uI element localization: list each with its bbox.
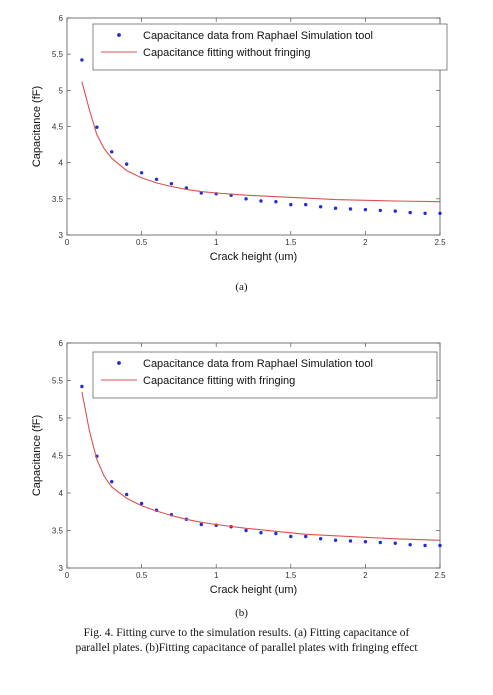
legend-box xyxy=(92,23,448,71)
x-tick-label: 2.5 xyxy=(434,238,446,247)
data-point xyxy=(333,538,338,542)
x-tick-label: 0.5 xyxy=(136,238,148,247)
data-point xyxy=(423,543,427,548)
subfigure-label: (b) xyxy=(235,607,248,619)
data-point xyxy=(318,537,323,541)
x-tick-label: 2 xyxy=(363,571,368,580)
y-tick-label: 5.5 xyxy=(52,377,64,386)
data-point xyxy=(124,162,129,166)
data-point xyxy=(333,206,338,210)
data-point xyxy=(124,492,129,497)
data-point xyxy=(393,541,397,545)
y-tick-label: 4.5 xyxy=(52,123,64,132)
legend-label: Capacitance fitting without fringing xyxy=(143,47,311,59)
legend: Capacitance data from Raphael Simulation… xyxy=(92,351,438,399)
data-point xyxy=(408,543,412,547)
data-point xyxy=(304,202,308,207)
data-point xyxy=(304,534,308,539)
data-point xyxy=(110,150,114,154)
y-tick-label: 3 xyxy=(59,564,64,573)
figure-caption: Fig. 4. Fitting curve to the simulation … xyxy=(10,626,483,656)
data-point xyxy=(408,210,412,215)
legend-label: Capacitance fitting with fringing xyxy=(143,375,295,387)
x-tick-label: 0 xyxy=(65,571,70,580)
subfigure-label: (a) xyxy=(235,281,248,293)
data-point xyxy=(259,531,263,535)
data-point xyxy=(438,543,442,548)
data-point xyxy=(139,171,144,175)
x-tick-label: 1.5 xyxy=(285,571,297,580)
data-point xyxy=(244,197,248,201)
legend-box xyxy=(92,351,438,399)
data-point xyxy=(274,200,278,204)
y-tick-label: 5 xyxy=(59,86,64,95)
y-tick-label: 6 xyxy=(59,339,64,348)
data-point xyxy=(169,181,174,186)
x-tick-label: 0 xyxy=(65,238,70,247)
y-tick-label: 3.5 xyxy=(52,527,64,536)
x-tick-label: 2.5 xyxy=(434,571,446,580)
caption-line-1: Fig. 4. Fitting curve to the simulation … xyxy=(83,627,410,639)
y-tick-label: 6 xyxy=(59,14,64,23)
x-tick-label: 1 xyxy=(214,238,219,247)
x-axis-label: Crack height (um) xyxy=(210,584,297,596)
x-axis-label: Crack height (um) xyxy=(210,251,297,263)
data-point xyxy=(139,501,144,506)
y-tick-label: 5 xyxy=(59,414,64,423)
y-tick-label: 3.5 xyxy=(52,195,64,204)
data-point xyxy=(363,540,368,544)
y-tick-label: 4 xyxy=(59,489,64,498)
chart-b: 0 0.5 1 1.5 2 2.5 3 3.5 4 4.5 5 5.5 6 Crack height (u… xyxy=(31,339,446,619)
data-point xyxy=(110,480,114,484)
x-tick-label: 1 xyxy=(214,571,219,580)
fit-line xyxy=(81,81,441,203)
y-axis-label: Capacitance (fF) xyxy=(31,86,43,167)
data-point xyxy=(154,177,159,182)
y-tick-label: 4 xyxy=(59,159,64,168)
legend-marker-swatch xyxy=(117,361,121,365)
data-point xyxy=(199,522,203,527)
data-point xyxy=(289,534,293,539)
legend-label: Capacitance data from Raphael Simulation… xyxy=(143,30,373,42)
data-point xyxy=(95,125,99,129)
y-tick-label: 3 xyxy=(59,231,64,240)
y-tick-label: 4.5 xyxy=(52,452,64,461)
data-point xyxy=(438,211,442,215)
y-axis-label: Capacitance (fF) xyxy=(31,415,43,496)
chart-a: 0 0.5 1 1.5 2 2.5 3 3.5 4 4.5 5 5.5 6 Crack height (u… xyxy=(31,14,448,293)
data-point xyxy=(348,207,353,211)
data-point xyxy=(259,199,263,203)
caption-line-2: parallel plates. (b)Fitting capacitance … xyxy=(75,642,418,654)
data-point xyxy=(80,384,84,389)
data-point xyxy=(363,207,368,212)
data-point xyxy=(393,209,397,213)
data-point xyxy=(318,205,323,209)
legend: Capacitance data from Raphael Simulation… xyxy=(92,23,448,71)
legend-label: Capacitance data from Raphael Simulation… xyxy=(143,358,373,370)
data-point xyxy=(348,539,353,543)
fit-line xyxy=(81,391,441,541)
data-point xyxy=(423,211,427,215)
data-point xyxy=(378,540,383,545)
x-tick-label: 0.5 xyxy=(136,571,148,580)
x-tick-label: 2 xyxy=(363,238,368,247)
data-point xyxy=(244,528,248,533)
x-tick-label: 1.5 xyxy=(285,238,297,247)
y-tick-label: 5.5 xyxy=(52,50,64,59)
data-point xyxy=(289,202,293,207)
data-point xyxy=(378,208,383,213)
data-point xyxy=(274,531,278,536)
legend-marker-swatch xyxy=(117,33,121,37)
data-point xyxy=(80,58,84,62)
